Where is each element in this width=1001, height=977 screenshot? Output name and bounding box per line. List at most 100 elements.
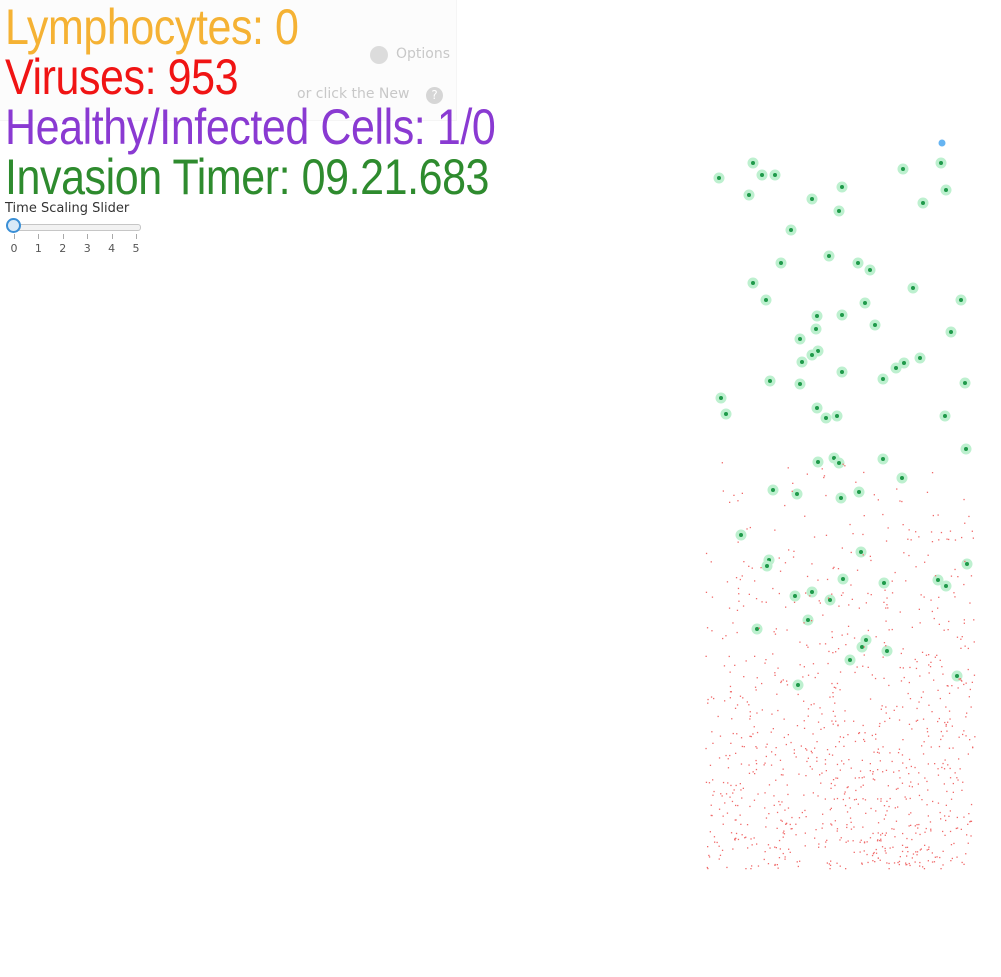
virus-particle (940, 531, 943, 534)
virus-particle (877, 857, 879, 859)
virus-particle (730, 742, 732, 744)
virus-particle (952, 791, 954, 793)
healthy-cell (715, 392, 727, 404)
virus-particle (880, 840, 882, 842)
healthy-cell (810, 323, 822, 335)
healthy-cell (824, 594, 836, 606)
virus-particle (974, 736, 976, 738)
virus-particle (791, 490, 793, 492)
virus-particle (909, 864, 911, 867)
virus-particle (962, 781, 964, 783)
virus-particle (910, 539, 912, 541)
virus-particle (827, 662, 829, 665)
virus-particle (918, 536, 920, 538)
healthy-cell (775, 257, 787, 269)
virus-particle (905, 580, 907, 582)
virus-particle (864, 799, 867, 801)
healthy-cell (939, 410, 951, 422)
virus-particle (960, 647, 962, 649)
virus-particle (962, 733, 964, 736)
virus-particle (920, 594, 922, 596)
healthy-cell (713, 172, 725, 184)
time-scaling-handle[interactable] (6, 218, 21, 233)
virus-particle (800, 745, 802, 747)
virus-particle (809, 765, 811, 768)
virus-particle (783, 830, 785, 832)
virus-particle (754, 655, 756, 657)
virus-particle (846, 786, 848, 789)
virus-particle (814, 676, 816, 679)
virus-particle (736, 733, 738, 735)
virus-particle (899, 611, 901, 613)
virus-particle (756, 712, 758, 714)
virus-particle (908, 785, 911, 787)
virus-particle (705, 747, 707, 750)
virus-particle (878, 752, 880, 754)
virus-particle (735, 577, 738, 579)
virus-particle (960, 638, 962, 640)
virus-particle (942, 735, 944, 737)
virus-particle (969, 820, 972, 822)
virus-particle (939, 659, 941, 661)
virus-particle (711, 731, 713, 733)
virus-particle (883, 805, 886, 807)
virus-particle (826, 578, 829, 581)
healthy-cell (796, 356, 808, 368)
virus-particle (959, 768, 961, 770)
virus-particle (751, 865, 753, 867)
virus-particle (740, 789, 742, 791)
virus-particle (929, 821, 932, 823)
virus-particle (947, 629, 949, 631)
virus-particle (718, 808, 721, 810)
virus-particle (867, 861, 869, 864)
virus-particle (812, 663, 815, 665)
virus-particle (901, 782, 904, 784)
virus-particle (729, 796, 731, 798)
virus-particle (806, 575, 809, 578)
virus-particle (860, 839, 862, 841)
virus-particle (727, 782, 729, 784)
virus-particle (836, 682, 839, 685)
virus-particle (885, 540, 888, 542)
virus-particle (831, 636, 833, 639)
virus-particle (787, 793, 789, 796)
healthy-cell (940, 580, 952, 592)
virus-particle (783, 736, 785, 739)
healthy-cell (802, 614, 814, 626)
virus-particle (846, 633, 849, 635)
virus-particle (963, 730, 965, 732)
virus-particle (850, 828, 853, 830)
virus-particle (843, 745, 845, 747)
virus-particle (902, 667, 904, 669)
virus-particle (796, 861, 798, 863)
virus-particle (842, 592, 844, 594)
virus-particle (829, 809, 831, 811)
time-scaling-track[interactable] (8, 224, 141, 231)
virus-particle (869, 763, 871, 765)
virus-particle (741, 834, 743, 836)
virus-particle (877, 839, 879, 841)
virus-particle (720, 793, 722, 795)
virus-particle (756, 843, 758, 845)
virus-particle (821, 827, 823, 829)
virus-particle (709, 764, 712, 766)
virus-particle (831, 682, 833, 685)
virus-particle (856, 666, 858, 668)
virus-particle (780, 681, 782, 684)
virus-particle (933, 861, 936, 863)
healthy-cell (789, 590, 801, 602)
virus-particle (883, 601, 885, 603)
virus-particle (950, 860, 952, 862)
virus-particle (748, 704, 750, 706)
virus-particle (869, 698, 872, 700)
virus-particle (714, 841, 716, 843)
virus-particle (967, 668, 969, 671)
virus-particle (886, 597, 888, 599)
virus-particle (729, 671, 731, 673)
virus-particle (919, 675, 921, 677)
virus-particle (906, 837, 908, 840)
virus-particle (712, 794, 714, 796)
virus-particle (884, 834, 886, 836)
player-marker (938, 139, 946, 147)
